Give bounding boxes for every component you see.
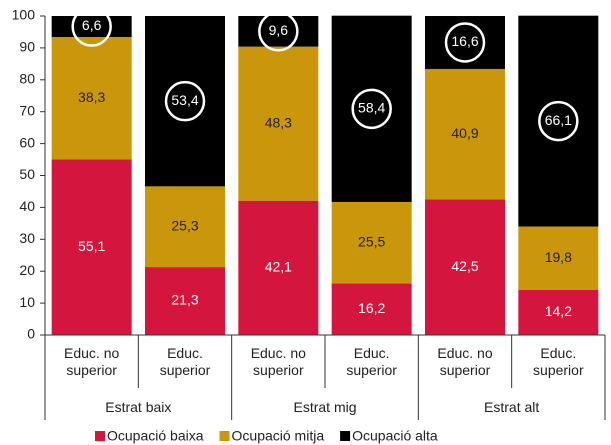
y-tick-label: 10 [19,294,35,310]
legend-label: Ocupació mitja [232,428,325,444]
bar-segment [518,15,599,227]
value-label: 58,4 [358,100,385,116]
value-label: 53,4 [171,92,198,108]
bar-segment [331,15,412,202]
bar-segment [331,283,412,335]
y-tick-label: 50 [19,166,35,182]
value-label: 42,5 [451,258,478,274]
bar-segment [145,267,225,335]
x-tick-label: Educ. superior [346,345,397,378]
y-tick-label: 30 [19,230,35,246]
label-circle [164,80,206,122]
label-circle [351,88,392,130]
bar-segment [331,201,412,284]
y-tick-label: 100 [12,7,36,23]
bar-segment [425,16,505,69]
y-tick-label: 40 [19,198,35,214]
bar-segment [238,16,319,47]
legend-label: Ocupació alta [352,428,438,444]
value-label: 9,6 [269,22,289,38]
label-circle [258,11,299,52]
label-circle [444,22,486,63]
x-tick-label: Educ. superior [159,345,211,378]
legend-swatch [340,431,351,441]
y-tick-label: 0 [27,326,35,342]
group-label: Estrat alt [484,399,540,415]
value-label: 38,3 [78,89,105,105]
x-tick-label: Educ. no superior [64,345,120,378]
value-label: 25,5 [358,233,385,249]
bar-segment [518,289,599,335]
y-tick-label: 80 [19,71,35,87]
bar-segment [51,37,132,160]
value-label: 55,1 [78,238,105,254]
y-tick-label: 60 [19,134,35,150]
legend-swatch [95,431,105,441]
bar-segment [425,68,505,200]
legend-label: Ocupació baixa [107,428,204,444]
group-label: Estrat baix [105,399,172,415]
value-label: 16,2 [358,300,385,316]
bar-segment [145,186,225,268]
x-tick-label: Educ. superior [533,345,584,378]
value-label: 21,3 [171,292,198,308]
bar-segment [425,199,505,335]
x-tick-label: Educ. no superior [437,345,493,378]
label-circle [71,6,112,47]
bar-segment [238,200,319,335]
value-label: 6,6 [82,17,102,33]
y-tick-label: 90 [19,39,35,55]
legend-swatch [219,431,230,441]
y-tick-label: 70 [19,102,35,118]
bar-segment [518,226,599,290]
value-label: 25,3 [171,217,198,233]
bar-segment [238,46,319,201]
value-label: 19,8 [545,249,572,265]
x-tick-label: Educ. no superior [250,345,306,378]
value-label: 14,2 [545,303,572,319]
label-circle [538,100,579,142]
bar-segment [145,16,225,187]
value-label: 40,9 [451,125,478,141]
value-label: 42,1 [265,259,292,275]
value-label: 48,3 [265,114,292,130]
value-label: 16,6 [451,33,478,49]
bar-segment [51,159,132,335]
y-tick-label: 20 [19,262,35,278]
bar-segment [51,16,132,38]
group-label: Estrat mig [293,399,357,415]
value-label: 66,1 [545,112,572,128]
